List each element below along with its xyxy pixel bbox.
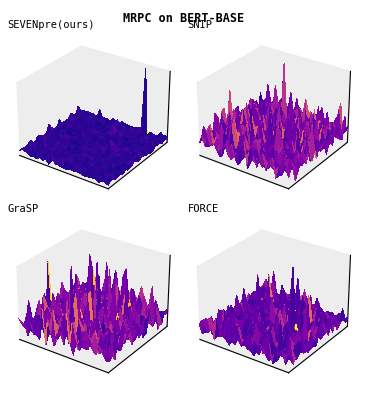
Text: GraSP: GraSP [7,204,39,214]
Text: MRPC on BERT-BASE: MRPC on BERT-BASE [123,12,245,25]
Text: SNIP: SNIP [188,20,213,30]
Text: SEVENpre(ours): SEVENpre(ours) [7,20,95,30]
Text: FORCE: FORCE [188,204,219,214]
